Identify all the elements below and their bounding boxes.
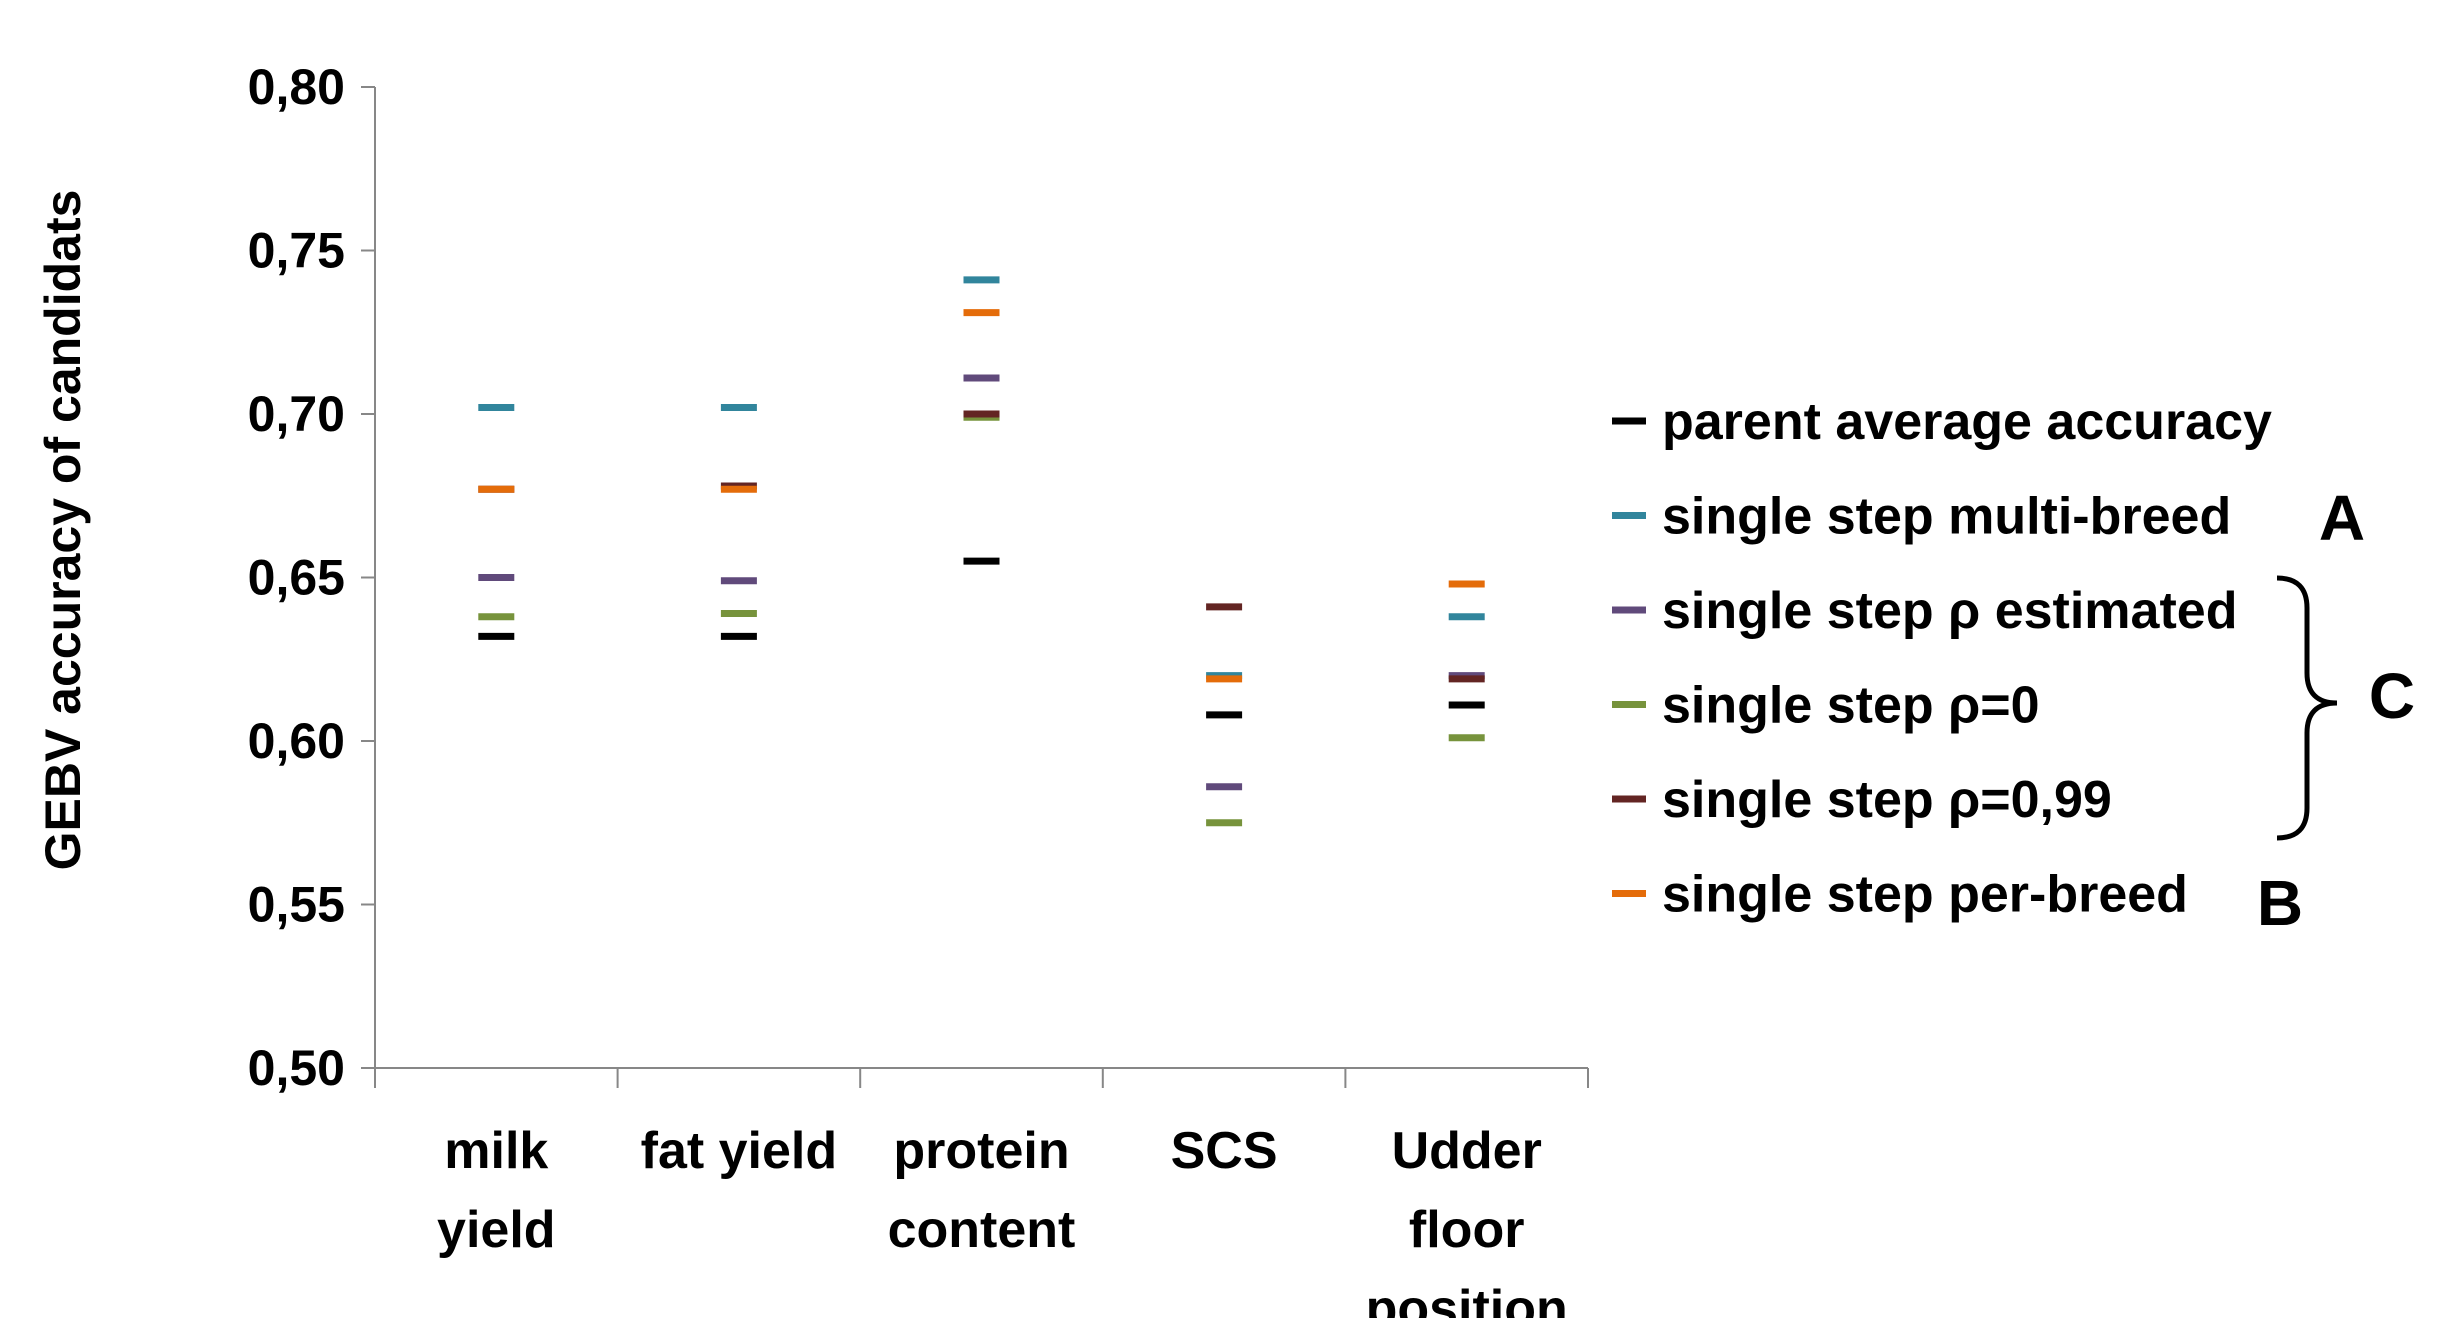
x-tick-label: yield: [437, 1201, 556, 1259]
x-tick-label: fat yield: [641, 1122, 838, 1180]
data-markers: [478, 276, 1485, 827]
x-tick-label: content: [888, 1201, 1076, 1259]
annotation-b: B: [2257, 867, 2303, 939]
y-tick-label: 0,80: [248, 59, 345, 115]
y-tick-label: 0,60: [248, 713, 345, 769]
legend-label: single step ρ estimated: [1662, 582, 2237, 640]
legend-label: single step per-breed: [1662, 866, 2188, 924]
legend: parent average accuracy single step multi…: [1612, 393, 2272, 924]
y-tick-label: 0,55: [248, 877, 345, 933]
x-tick-label: Udder: [1392, 1122, 1542, 1180]
x-tick-label: protein: [893, 1122, 1069, 1180]
annotations: A C B: [2257, 482, 2415, 939]
legend-label: single step ρ=0: [1662, 677, 2040, 735]
annotation-c: C: [2369, 660, 2415, 732]
legend-label: single step ρ=0,99: [1662, 771, 2112, 829]
y-tick-label: 0,50: [248, 1040, 345, 1096]
legend-label: single step multi-breed: [1662, 488, 2231, 546]
x-tick-label: floor: [1409, 1201, 1525, 1259]
annotation-a: A: [2319, 482, 2365, 554]
x-ticks: milk yield fat yield protein content SCS Udder…: [374, 1068, 1589, 1318]
y-tick-label: 0,75: [248, 223, 345, 279]
y-tick-label: 0,70: [248, 386, 345, 442]
y-tick-label: 0,65: [248, 550, 345, 606]
plot-area: 0,50 0,55 0,60 0,65 0,70 0,75 0,80 milk yield fa…: [248, 59, 1589, 1318]
x-tick-label: SCS: [1171, 1122, 1278, 1180]
legend-label: parent average accuracy: [1662, 393, 2272, 451]
y-ticks: 0,50 0,55 0,60 0,65 0,70 0,75 0,80: [248, 59, 375, 1096]
y-axis-title: GEBV accuracy of candidats: [35, 190, 91, 871]
x-tick-label: milk: [444, 1122, 548, 1180]
curly-brace: [2276, 575, 2338, 841]
x-tick-label: position: [1366, 1280, 1568, 1318]
